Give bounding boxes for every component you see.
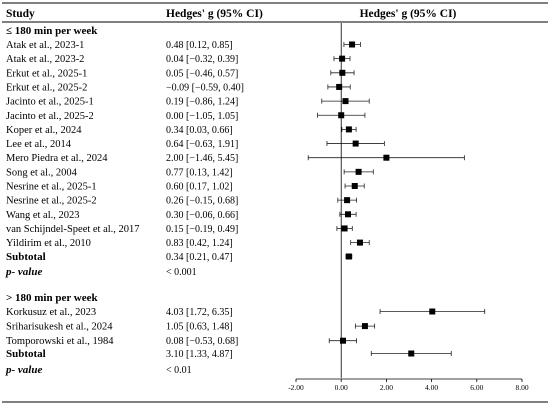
pvalue-label: p- value: [5, 364, 42, 376]
study-effect-ci: 2.00 [−1.46, 5.45]: [166, 153, 238, 164]
x-tick-label: -2.00: [288, 383, 304, 392]
point-estimate: [339, 55, 346, 62]
study-name: Koper et al., 2024: [6, 125, 82, 136]
study-effect-ci: 0.08 [−0.53, 0.68]: [166, 336, 238, 347]
study-name: Nesrine et al., 2025-1: [6, 182, 97, 193]
study-effect-ci: 0.48 [0.12, 0.85]: [166, 40, 233, 51]
study-effect-ci: 0.26 [−0.15, 0.68]: [166, 196, 238, 207]
point-estimate: [345, 126, 352, 133]
study-name: Song et al., 2004: [6, 167, 78, 178]
study-effect-ci: 0.30 [−0.06, 0.66]: [166, 210, 238, 221]
study-name: Erkut et al., 2025-1: [6, 68, 87, 79]
point-estimate: [351, 183, 358, 189]
rows-layer: ≤ 180 min per week Atak et al., 2023-1 0.4…: [5, 25, 244, 376]
point-estimate: [344, 197, 351, 204]
point-estimate: [352, 140, 359, 147]
pvalue-value: < 0.001: [166, 267, 197, 278]
group-header-1: > 180 min per week: [6, 292, 98, 304]
study-name: Yildirim et al., 2010: [6, 238, 91, 249]
study-effect-ci: 0.19 [−0.86, 1.24]: [166, 97, 238, 108]
point-estimate: [342, 98, 349, 105]
study-name: Wang et al., 2023: [6, 210, 80, 221]
study-effect-ci: 0.60 [0.17, 1.02]: [166, 182, 233, 193]
study-name: Korkusuz et al., 2023: [6, 307, 96, 318]
study-effect-ci: 0.05 [−0.46, 0.57]: [166, 68, 238, 79]
group-header-0: ≤ 180 min per week: [6, 25, 98, 37]
x-tick-label: 4.00: [425, 383, 438, 392]
point-estimate: [361, 323, 368, 330]
point-estimate: [349, 41, 356, 48]
header-effect: Hedges' g (95% CI): [166, 8, 263, 20]
point-estimate: [344, 211, 351, 218]
study-name: van Schijndel-Speet et al., 2017: [6, 224, 140, 235]
study-effect-ci: 0.15 [−0.19, 0.49]: [166, 224, 238, 235]
study-name: Jacinto et al., 2025-1: [6, 97, 94, 108]
study-effect-ci: 0.04 [−0.32, 0.39]: [166, 54, 238, 65]
point-estimate: [336, 83, 343, 90]
x-tick-label: 6.00: [470, 383, 483, 392]
point-estimate: [383, 154, 390, 161]
subtotal-label: Subtotal: [6, 251, 46, 263]
point-estimate: [355, 168, 362, 175]
x-tick-label: 2.00: [380, 383, 393, 392]
study-effect-ci: 1.05 [0.63, 1.48]: [166, 322, 233, 333]
study-name: Atak et al., 2023-1: [6, 40, 84, 51]
subtotal-label: Subtotal: [6, 348, 46, 360]
x-tick-label: 0.00: [335, 383, 348, 392]
point-estimate: [341, 225, 348, 232]
study-name: Jacinto et al., 2025-2: [6, 111, 94, 122]
pvalue-value: < 0.01: [166, 365, 192, 376]
point-estimate: [340, 337, 347, 344]
study-effect-ci: 0.77 [0.13, 1.42]: [166, 167, 233, 178]
study-name: Erkut et al., 2025-2: [6, 82, 87, 93]
point-estimate: [356, 239, 363, 246]
subtotal-effect-ci: 0.34 [0.21, 0.47]: [166, 252, 233, 263]
subtotal-estimate: [408, 350, 415, 357]
study-effect-ci: 4.03 [1.72, 6.35]: [166, 307, 233, 318]
study-name: Lee et al., 2014: [6, 139, 72, 150]
study-name: Tomporowski et al., 1984: [6, 336, 114, 347]
header-plot: Hedges' g (95% CI): [360, 8, 457, 20]
study-name: Atak et al., 2023-2: [6, 54, 84, 65]
point-estimate: [429, 308, 436, 315]
study-effect-ci: 0.34 [0.03, 0.66]: [166, 125, 233, 136]
study-effect-ci: −0.09 [−0.59, 0.40]: [166, 82, 244, 93]
header-study: Study: [6, 8, 35, 20]
subtotal-effect-ci: 3.10 [1.33, 4.87]: [166, 349, 233, 360]
study-effect-ci: 0.83 [0.42, 1.24]: [166, 238, 233, 249]
study-name: Mero Piedra et al., 2024: [6, 153, 108, 164]
study-name: Sriharisukesh et al., 2024: [6, 322, 113, 333]
point-estimate: [339, 69, 346, 76]
study-effect-ci: 0.00 [−1.05, 1.05]: [166, 111, 238, 122]
study-name: Nesrine et al., 2025-2: [6, 196, 97, 207]
plot-layer: -2.00 0.00 2.00 4.00 6.00 8.00: [288, 23, 529, 392]
pvalue-label: p- value: [5, 266, 42, 278]
x-tick-label: 8.00: [515, 383, 528, 392]
subtotal-estimate: [345, 253, 352, 260]
study-effect-ci: 0.64 [−0.63, 1.91]: [166, 139, 238, 150]
